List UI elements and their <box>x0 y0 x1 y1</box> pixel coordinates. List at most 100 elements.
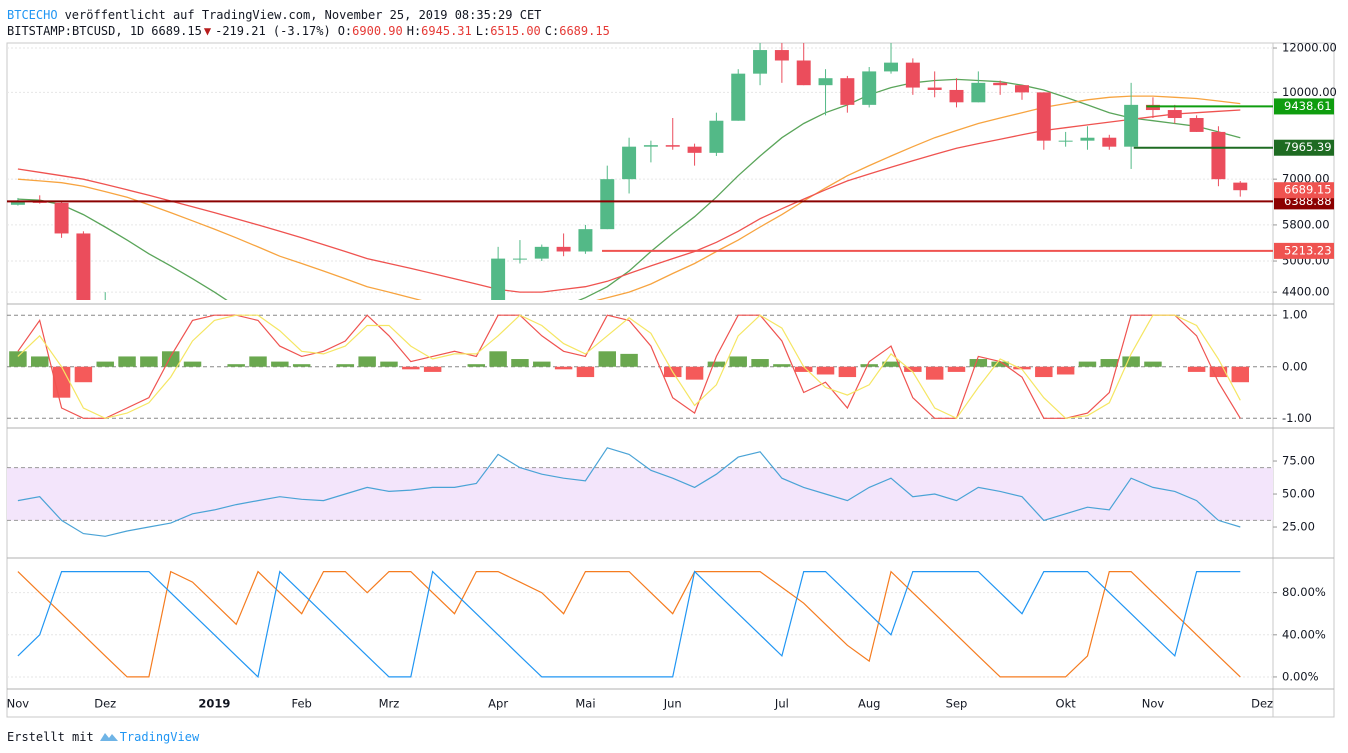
level-label-box <box>1274 242 1334 259</box>
x-tick-label: Aug <box>858 697 880 711</box>
histogram-bar <box>794 366 813 372</box>
candle-body <box>251 341 265 344</box>
published: veröffentlicht auf TradingView.com, Nove… <box>65 8 542 22</box>
histogram-bar <box>249 356 267 367</box>
candle-body <box>840 78 855 105</box>
brand[interactable]: TradingView <box>120 730 200 744</box>
histogram-bar <box>358 356 376 367</box>
candle-body <box>753 50 768 74</box>
histogram-bar <box>991 361 1009 367</box>
pane <box>7 447 1273 537</box>
author[interactable]: BTCECHO <box>7 8 58 22</box>
y-tick-label: 10000.00 <box>1282 85 1337 99</box>
histogram-bar <box>598 351 616 367</box>
histogram-bar <box>31 356 49 367</box>
y-tick-label: 50.00 <box>1282 487 1315 501</box>
pane <box>7 314 1273 420</box>
x-tick-label: Apr <box>488 697 508 711</box>
y-tick-label: 25.00 <box>1282 520 1315 534</box>
candle-body <box>578 229 593 252</box>
c-label: C: <box>545 24 559 38</box>
x-tick-label: Mrz <box>379 697 400 711</box>
c-value: 6689.15 <box>559 24 610 38</box>
l-value: 6515.00 <box>490 24 541 38</box>
line <box>17 314 1241 420</box>
candle-body <box>556 246 571 252</box>
line <box>17 78 1241 300</box>
histogram-bar <box>1209 366 1228 378</box>
candle-body <box>643 145 658 147</box>
candle-body <box>1145 104 1160 111</box>
band <box>7 467 1273 521</box>
candle-body <box>404 321 418 324</box>
candle-body <box>818 78 833 86</box>
line <box>17 314 1241 419</box>
x-tick-label: Sep <box>946 697 968 711</box>
change: -219.21 (-3.17%) <box>215 24 331 38</box>
brand-logo <box>100 733 118 741</box>
histogram-bar <box>402 366 420 370</box>
candle-body <box>709 120 724 153</box>
y-tick-label: 1.00 <box>1282 308 1308 322</box>
symbol-line: BITSTAMP:BTCUSD, 1D 6689.15 ▼ -219.21 (-3.1… <box>7 24 610 38</box>
footer-text: Erstellt mit <box>7 730 94 744</box>
line <box>17 95 1241 300</box>
x-tick-label: Mai <box>575 697 595 711</box>
x-tick-label: Nov <box>7 697 30 711</box>
histogram-bar <box>816 366 835 375</box>
histogram-bar <box>423 366 442 372</box>
candle-body <box>796 60 811 86</box>
histogram-bar <box>751 359 769 367</box>
histogram-bar <box>904 366 922 372</box>
pane <box>7 570 1273 679</box>
histogram-bar <box>969 359 988 367</box>
histogram-bar <box>947 366 966 372</box>
candle-body <box>927 87 942 90</box>
o-label: O: <box>338 24 352 38</box>
y-tick-label: 0.00% <box>1282 669 1319 683</box>
y-tick-label: 40.00% <box>1282 627 1326 641</box>
candle-body <box>905 62 920 88</box>
candle-body <box>10 200 25 205</box>
candle-body <box>469 309 483 315</box>
down-arrow: ▼ <box>204 24 212 38</box>
histogram-bar <box>140 356 158 367</box>
histogram-bar <box>1078 361 1097 367</box>
level-label: 5213.23 <box>1284 243 1332 257</box>
candle-body <box>687 146 702 153</box>
histogram-bar <box>1144 361 1162 367</box>
header-line: BTCECHO veröffentlicht auf TradingView.co… <box>7 8 541 22</box>
candle-body <box>1211 131 1226 180</box>
footer: Erstellt mit TradingView <box>7 730 200 744</box>
histogram-bar <box>161 351 180 367</box>
candle-body <box>512 258 527 260</box>
histogram-bar <box>9 351 27 367</box>
histogram-bar <box>511 359 529 367</box>
histogram-bar <box>227 364 245 367</box>
last: 6689.15 <box>151 24 202 38</box>
histogram-bar <box>554 366 573 370</box>
histogram-bar <box>271 361 289 367</box>
l-label: L: <box>476 24 490 38</box>
y-tick-label: -1.00 <box>1282 411 1312 425</box>
histogram-bar <box>838 366 857 378</box>
candle-body <box>491 258 506 300</box>
y-tick-label: 12000.00 <box>1282 41 1337 55</box>
candle-body <box>1058 140 1073 142</box>
candle-body <box>774 50 789 61</box>
candle-body <box>1102 137 1117 147</box>
histogram-bar <box>380 361 398 367</box>
x-tick-label: Jul <box>774 697 789 711</box>
h-label: H: <box>407 24 421 38</box>
x-tick-label: Okt <box>1056 697 1077 711</box>
candle-body <box>949 89 964 103</box>
candle-body <box>295 344 309 351</box>
x-tick-label: Feb <box>291 697 311 711</box>
candle-body <box>54 202 69 234</box>
histogram-bar <box>1056 366 1075 375</box>
candle-body <box>884 62 899 72</box>
level-label-box <box>1274 139 1334 156</box>
level-label-box <box>1274 98 1334 115</box>
candle-body <box>665 145 680 147</box>
h-value: 6945.31 <box>421 24 472 38</box>
